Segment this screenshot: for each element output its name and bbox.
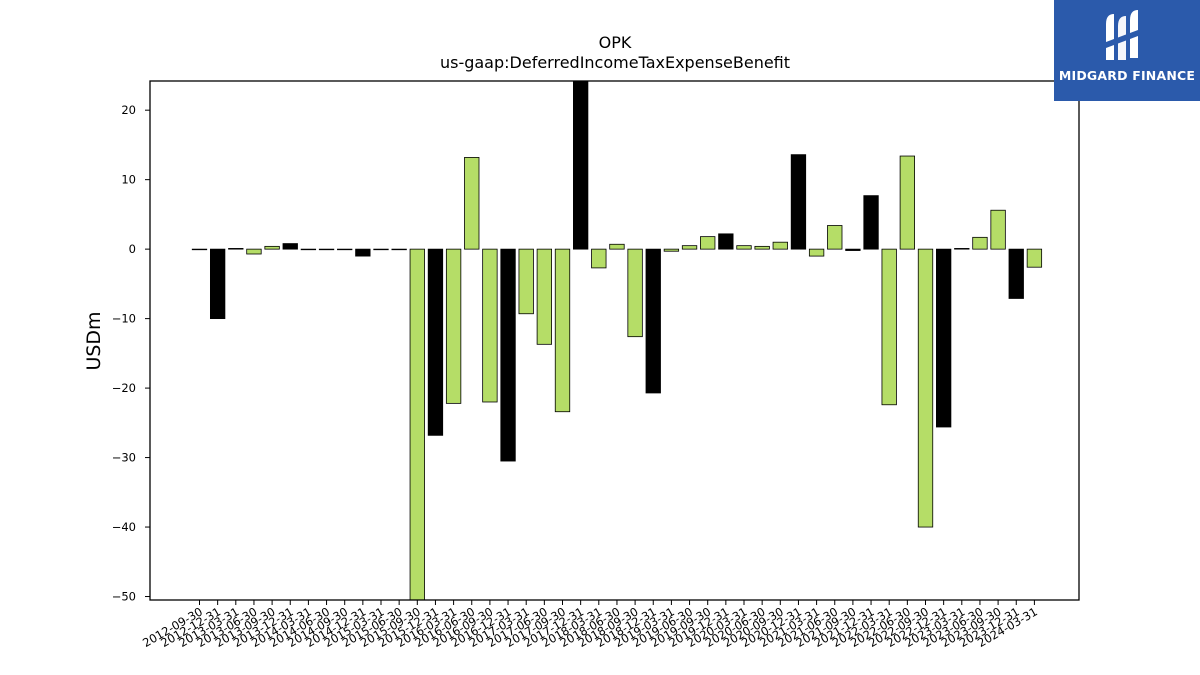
bar-2019-12-31 [718,233,734,250]
brand-name: MIDGARD FINANCE [1058,68,1196,83]
bar-2021-12-31 [863,195,879,250]
bar-2020-06-30 [754,245,770,250]
bar-2023-12-31 [1008,248,1024,299]
bar-2015-03-31 [373,248,389,251]
bar-2020-03-31 [736,245,752,250]
bar-2017-06-30 [536,248,552,345]
bar-2021-06-30 [827,225,843,250]
bar-2022-12-31 [936,248,952,428]
bar-2022-06-30 [899,155,915,250]
bar-2022-03-31 [881,248,897,406]
y-tick-label: −40 [112,520,136,534]
bar-2016-06-30 [464,157,480,250]
bar-2013-09-30 [264,245,280,250]
bar-2018-06-30 [609,243,625,250]
y-axis-ticks: 20 10 0 −10 −20 −30 −40 −50 [112,103,150,604]
bar-2019-09-30 [700,236,716,250]
y-tick-label: 20 [121,103,136,117]
midgard-logo-mark-icon [1106,10,1138,60]
bar-2014-03-31 [300,248,317,251]
bar-2013-03-31 [228,248,244,250]
bar-2016-03-31 [445,248,462,404]
bar-2013-12-31 [282,243,298,250]
bar-2016-09-30 [482,248,498,403]
bar-2021-03-31 [808,248,825,257]
y-tick-label: −20 [112,381,136,395]
bar-2023-09-30 [990,209,1006,250]
chart-title: OPK [599,33,632,52]
bar-2018-03-31 [591,248,607,269]
bar-2018-09-30 [627,248,643,338]
bar-2015-09-30 [409,248,425,601]
bar-2022-09-30 [917,248,934,528]
y-tick-label: −30 [112,451,136,465]
bar-series [191,80,1043,601]
bar-2015-06-30 [391,248,407,251]
y-tick-label: 10 [121,173,136,187]
bar-2023-06-30 [972,236,988,250]
chart-subtitle: us-gaap:DeferredIncomeTaxExpenseBenefit [440,53,790,72]
bar-2019-03-31 [663,248,680,252]
bar-2014-09-30 [337,248,353,251]
bar-2024-03-31 [1026,248,1043,268]
bar-2021-09-30 [845,248,861,251]
brand-logo: MIDGARD FINANCE [1054,0,1200,101]
bar-2012-12-31 [209,248,226,320]
bar-2013-06-30 [246,248,262,255]
bar-2017-12-31 [573,80,589,250]
bar-2020-12-31 [790,154,807,250]
x-axis-ticks: 2012-09-302012-12-312013-03-312013-06-30… [140,600,1040,650]
bar-2020-09-30 [772,241,788,250]
bar-2023-03-31 [954,248,970,250]
bar-2014-06-30 [318,248,335,251]
y-tick-label: −50 [112,590,136,604]
bar-2014-12-31 [355,248,371,257]
bar-2017-09-30 [554,248,571,413]
plot-frame [149,80,1080,601]
bar-2016-12-31 [500,248,516,462]
y-tick-label: −10 [112,312,136,326]
bar-2018-12-31 [645,248,661,394]
bar-2019-06-30 [681,245,698,250]
bar-2015-12-31 [427,248,444,436]
y-axis-label: USDm [83,311,105,370]
bar-2012-09-30 [191,248,208,251]
y-tick-label: 0 [129,242,136,256]
bar-2017-03-31 [518,248,534,315]
